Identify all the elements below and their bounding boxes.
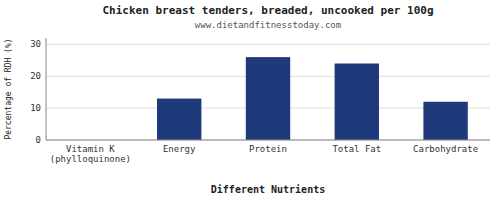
x-tick-label: Protein	[249, 144, 287, 154]
x-tick-label: Total Fat	[332, 144, 381, 154]
title: Chicken breast tenders, breaded, uncooke…	[102, 4, 433, 17]
y-tick-label: 20	[30, 71, 41, 81]
y-axis-label: Percentage of RDH (%)	[4, 38, 13, 139]
x-tick-label: Energy	[163, 144, 196, 154]
x-axis-label: Different Nutrients	[211, 184, 325, 195]
chart: Chicken breast tenders, breaded, uncooke…	[0, 0, 500, 200]
x-axis-line	[46, 140, 490, 141]
bar	[157, 99, 201, 140]
chart-container: Chicken breast tenders, breaded, uncooke…	[0, 0, 500, 200]
y-tick-label: 0	[36, 135, 41, 145]
bar	[335, 64, 379, 141]
y-axis-line	[46, 38, 47, 140]
bars	[157, 57, 468, 140]
bar	[246, 57, 290, 140]
grid-line	[46, 140, 490, 141]
bar	[423, 102, 467, 140]
subtitle: www.dietandfitnesstoday.com	[195, 20, 341, 30]
x-tick-label: Carbohydrate	[413, 144, 478, 154]
y-tick-label: 10	[30, 103, 41, 113]
grid	[46, 44, 490, 140]
x-tick-label: Vitamin K(phylloquinone)	[50, 144, 131, 164]
grid-line	[46, 44, 490, 45]
y-tick-label: 30	[30, 39, 41, 49]
